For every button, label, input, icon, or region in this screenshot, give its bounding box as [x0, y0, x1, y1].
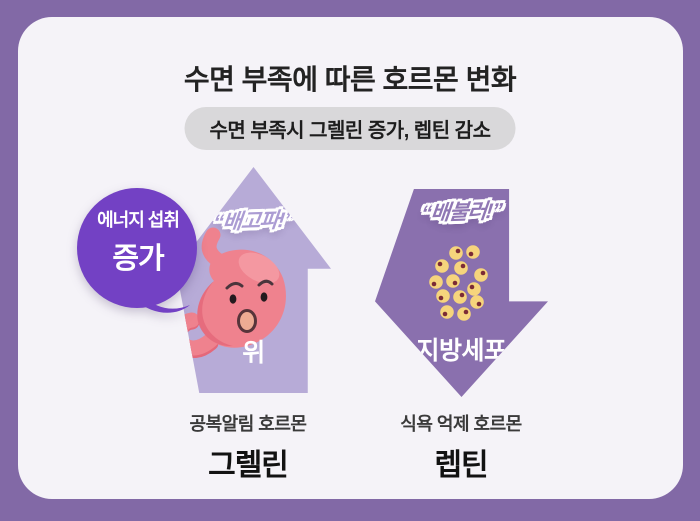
- ghrelin-caption: 공복알림 호르몬: [189, 414, 307, 434]
- fat-cells-icon: [429, 245, 488, 321]
- speech-bubble-icon: [77, 188, 197, 313]
- stomach-icon: [176, 227, 286, 358]
- leptin-name: 렙틴: [434, 449, 488, 482]
- ghrelin-name: 그렐린: [208, 449, 289, 482]
- bubble-line1: 에너지 섭취: [97, 210, 180, 230]
- bubble-line2: 증가: [112, 243, 164, 275]
- leptin-caption: 식욕 억제 호르몬: [400, 414, 522, 434]
- stomach-label: 위: [242, 339, 265, 367]
- page-title: 수면 부족에 따른 호르몬 변화: [183, 64, 517, 95]
- fat-cells-label: 지방세포: [416, 337, 507, 365]
- energy-bubble: 에너지 섭취 증가: [77, 206, 199, 277]
- leptin-caption-block: 식욕 억제 호르몬 렙틴: [351, 410, 571, 484]
- subtitle-pill: 수면 부족시 그렐린 증가, 렙틴 감소: [184, 107, 516, 150]
- ghrelin-caption-block: 공복알림 호르몬 그렐린: [138, 410, 358, 484]
